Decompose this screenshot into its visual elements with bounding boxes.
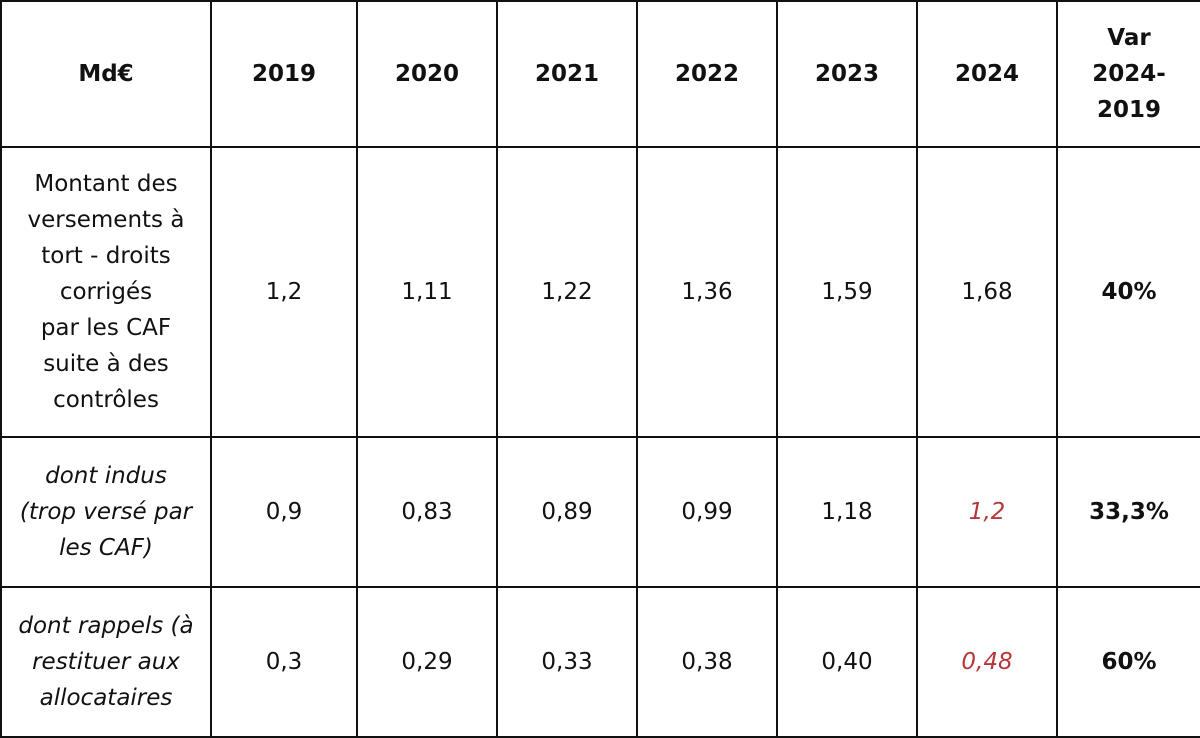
- header-row: Md€ 2019 2020 2021 2022 2023 2024 Var 20…: [0, 0, 1200, 148]
- table-row: dont rappels (à restituer aux allocatair…: [0, 586, 1200, 738]
- variation-cell: 40%: [1056, 146, 1200, 438]
- value-cell: 1,2: [210, 146, 358, 438]
- row-label-indus: dont indus (trop versé par les CAF): [0, 436, 212, 588]
- value-cell: 0,3: [210, 586, 358, 738]
- variation-cell: 33,3%: [1056, 436, 1200, 588]
- value-cell-estimate: 1,2: [916, 436, 1058, 588]
- header-unit: Md€: [0, 0, 212, 148]
- value-cell: 1,18: [776, 436, 918, 588]
- value-cell: 0,9: [210, 436, 358, 588]
- header-year-2019: 2019: [210, 0, 358, 148]
- value-cell: 1,68: [916, 146, 1058, 438]
- value-cell: 0,29: [356, 586, 498, 738]
- header-variation: Var 2024- 2019: [1056, 0, 1200, 148]
- value-cell: 1,59: [776, 146, 918, 438]
- table-row: dont indus (trop versé par les CAF) 0,9 …: [0, 436, 1200, 588]
- variation-cell: 60%: [1056, 586, 1200, 738]
- value-cell: 0,40: [776, 586, 918, 738]
- table-row: Montant des versements à tort - droits c…: [0, 146, 1200, 438]
- value-cell: 0,38: [636, 586, 778, 738]
- value-cell-estimate: 0,48: [916, 586, 1058, 738]
- value-cell: 0,83: [356, 436, 498, 588]
- row-label-rappels: dont rappels (à restituer aux allocatair…: [0, 586, 212, 738]
- value-cell: 1,11: [356, 146, 498, 438]
- value-cell: 1,36: [636, 146, 778, 438]
- header-year-2021: 2021: [496, 0, 638, 148]
- header-year-2024: 2024: [916, 0, 1058, 148]
- header-year-2023: 2023: [776, 0, 918, 148]
- value-cell: 1,22: [496, 146, 638, 438]
- header-year-2020: 2020: [356, 0, 498, 148]
- row-label-total: Montant des versements à tort - droits c…: [0, 146, 212, 438]
- value-cell: 0,33: [496, 586, 638, 738]
- value-cell: 0,99: [636, 436, 778, 588]
- value-cell: 0,89: [496, 436, 638, 588]
- header-year-2022: 2022: [636, 0, 778, 148]
